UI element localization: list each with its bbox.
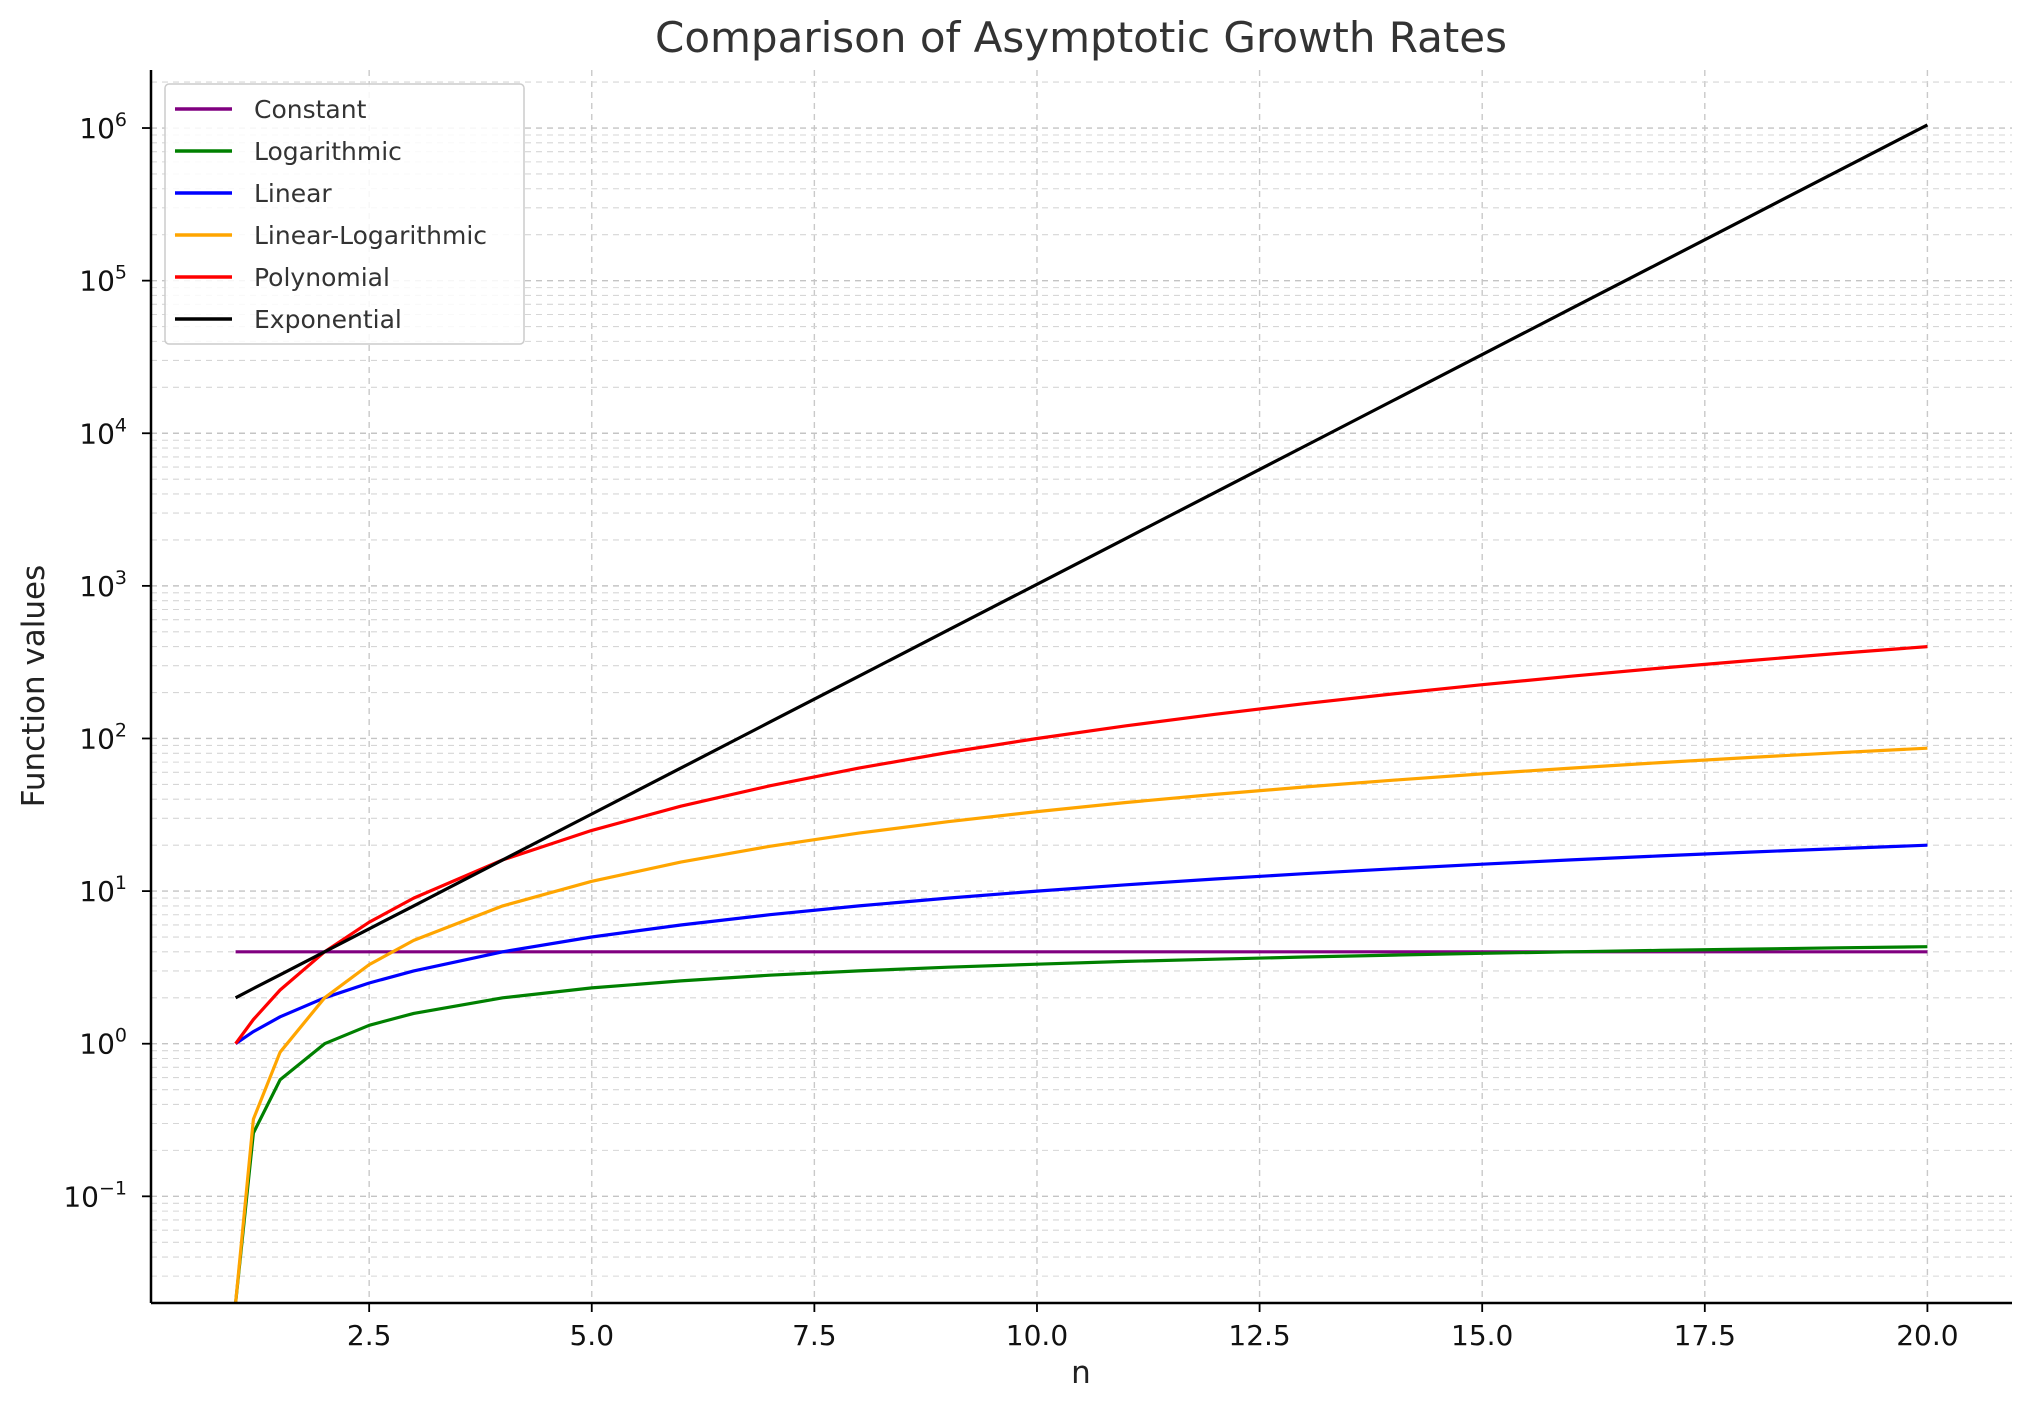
y-axis-ticks: 10−1 100 101 102 103 104 105 106	[63, 109, 151, 1213]
y-tick-label: 104	[79, 414, 127, 450]
series-layer	[234, 123, 1929, 1304]
y-tick-label: 10−1	[63, 1177, 127, 1213]
chart-title: Comparison of Asymptotic Growth Rates	[655, 13, 1507, 62]
series-line-logarithmic	[234, 945, 1928, 1304]
series-line-linear	[234, 843, 1928, 1046]
x-tick-label: 12.5	[1228, 1319, 1290, 1352]
legend-label: Linear	[254, 179, 332, 208]
y-tick-label: 102	[79, 719, 127, 755]
legend-box	[164, 83, 525, 345]
legend-label: Logarithmic	[254, 137, 402, 166]
y-tick-label: 106	[79, 109, 127, 145]
x-tick-label: 15.0	[1451, 1319, 1513, 1352]
y-tick-label: 103	[79, 567, 127, 603]
legend-label: Linear-Logarithmic	[254, 221, 487, 250]
x-axis-ticks: 2.5 5.0 7.5 10.0 12.5 15.0 17.5 20.0	[347, 1303, 1959, 1352]
legend-label: Polynomial	[254, 263, 390, 292]
legend-label: Exponential	[254, 305, 402, 334]
x-tick-label: 7.5	[792, 1319, 837, 1352]
legend-label: Constant	[254, 95, 367, 124]
x-axis-title: n	[1071, 1355, 1091, 1391]
y-tick-label: 100	[79, 1025, 127, 1061]
y-axis-title: Function values	[16, 565, 52, 808]
y-tick-label: 101	[79, 872, 127, 908]
x-tick-label: 2.5	[347, 1319, 392, 1352]
series-line-linear-logarithmic	[234, 746, 1928, 1304]
x-tick-label: 10.0	[1006, 1319, 1068, 1352]
x-tick-label: 20.0	[1896, 1319, 1958, 1352]
y-tick-label: 105	[79, 262, 127, 298]
x-tick-label: 17.5	[1674, 1319, 1736, 1352]
series-line-exponential	[234, 123, 1929, 1000]
legend: Constant Logarithmic Linear Linear-Logarith…	[164, 83, 525, 345]
x-tick-label: 5.0	[569, 1319, 614, 1352]
series-line-polynomial	[234, 645, 1928, 1045]
